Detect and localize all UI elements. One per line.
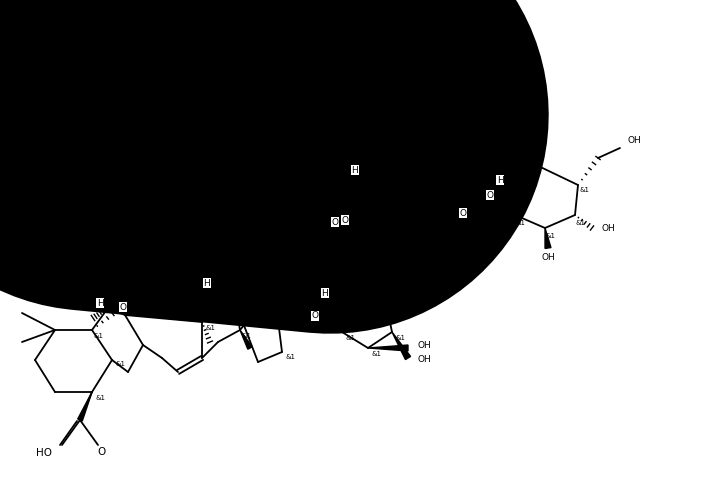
Polygon shape	[78, 392, 92, 421]
Text: H: H	[352, 165, 358, 174]
Text: &1: &1	[115, 361, 125, 367]
Text: &1: &1	[345, 335, 355, 341]
Text: &1: &1	[411, 230, 421, 236]
Text: H: H	[204, 279, 210, 287]
Text: &1: &1	[241, 333, 251, 339]
Text: HO: HO	[36, 448, 52, 458]
Text: OH: OH	[344, 248, 358, 257]
Text: OH: OH	[541, 253, 555, 262]
Text: &1: &1	[511, 190, 521, 196]
Text: &1: &1	[576, 220, 586, 226]
Polygon shape	[349, 175, 365, 185]
Text: &1: &1	[546, 233, 556, 239]
Text: &1: &1	[285, 354, 295, 360]
Text: &1: &1	[95, 395, 105, 401]
Text: &1: &1	[338, 301, 348, 307]
Polygon shape	[322, 298, 335, 308]
Text: &1: &1	[371, 351, 381, 357]
Text: H: H	[97, 298, 103, 307]
Text: &1: &1	[366, 180, 376, 186]
Polygon shape	[494, 185, 510, 195]
Text: &1: &1	[395, 335, 405, 341]
Text: &1: &1	[433, 200, 443, 206]
Text: &1: &1	[205, 325, 215, 331]
Text: O: O	[332, 217, 338, 227]
Text: &1: &1	[218, 289, 228, 295]
Text: O: O	[487, 191, 493, 199]
Polygon shape	[392, 140, 416, 162]
Polygon shape	[360, 228, 375, 247]
Text: O: O	[119, 303, 126, 312]
Text: H: H	[497, 175, 503, 185]
Polygon shape	[545, 228, 551, 249]
Text: O: O	[460, 208, 467, 217]
Text: O: O	[342, 216, 348, 225]
Text: &1: &1	[579, 187, 589, 193]
Text: OH: OH	[438, 238, 452, 247]
Polygon shape	[199, 288, 215, 298]
Polygon shape	[392, 332, 411, 359]
Text: O: O	[97, 447, 106, 457]
Text: H: H	[322, 289, 328, 297]
Text: &1: &1	[356, 210, 366, 216]
Text: &1: &1	[93, 333, 103, 339]
Text: &1: &1	[516, 220, 526, 226]
Polygon shape	[368, 345, 408, 351]
Text: OH: OH	[628, 135, 642, 144]
Polygon shape	[240, 330, 252, 349]
Text: OH: OH	[476, 217, 490, 227]
Text: &1: &1	[281, 322, 291, 328]
Text: OH: OH	[418, 340, 432, 349]
Text: O: O	[312, 312, 319, 321]
Text: OH: OH	[602, 224, 616, 232]
Text: &1: &1	[376, 233, 386, 239]
Text: OH: OH	[418, 356, 432, 365]
Text: H: H	[97, 298, 103, 307]
